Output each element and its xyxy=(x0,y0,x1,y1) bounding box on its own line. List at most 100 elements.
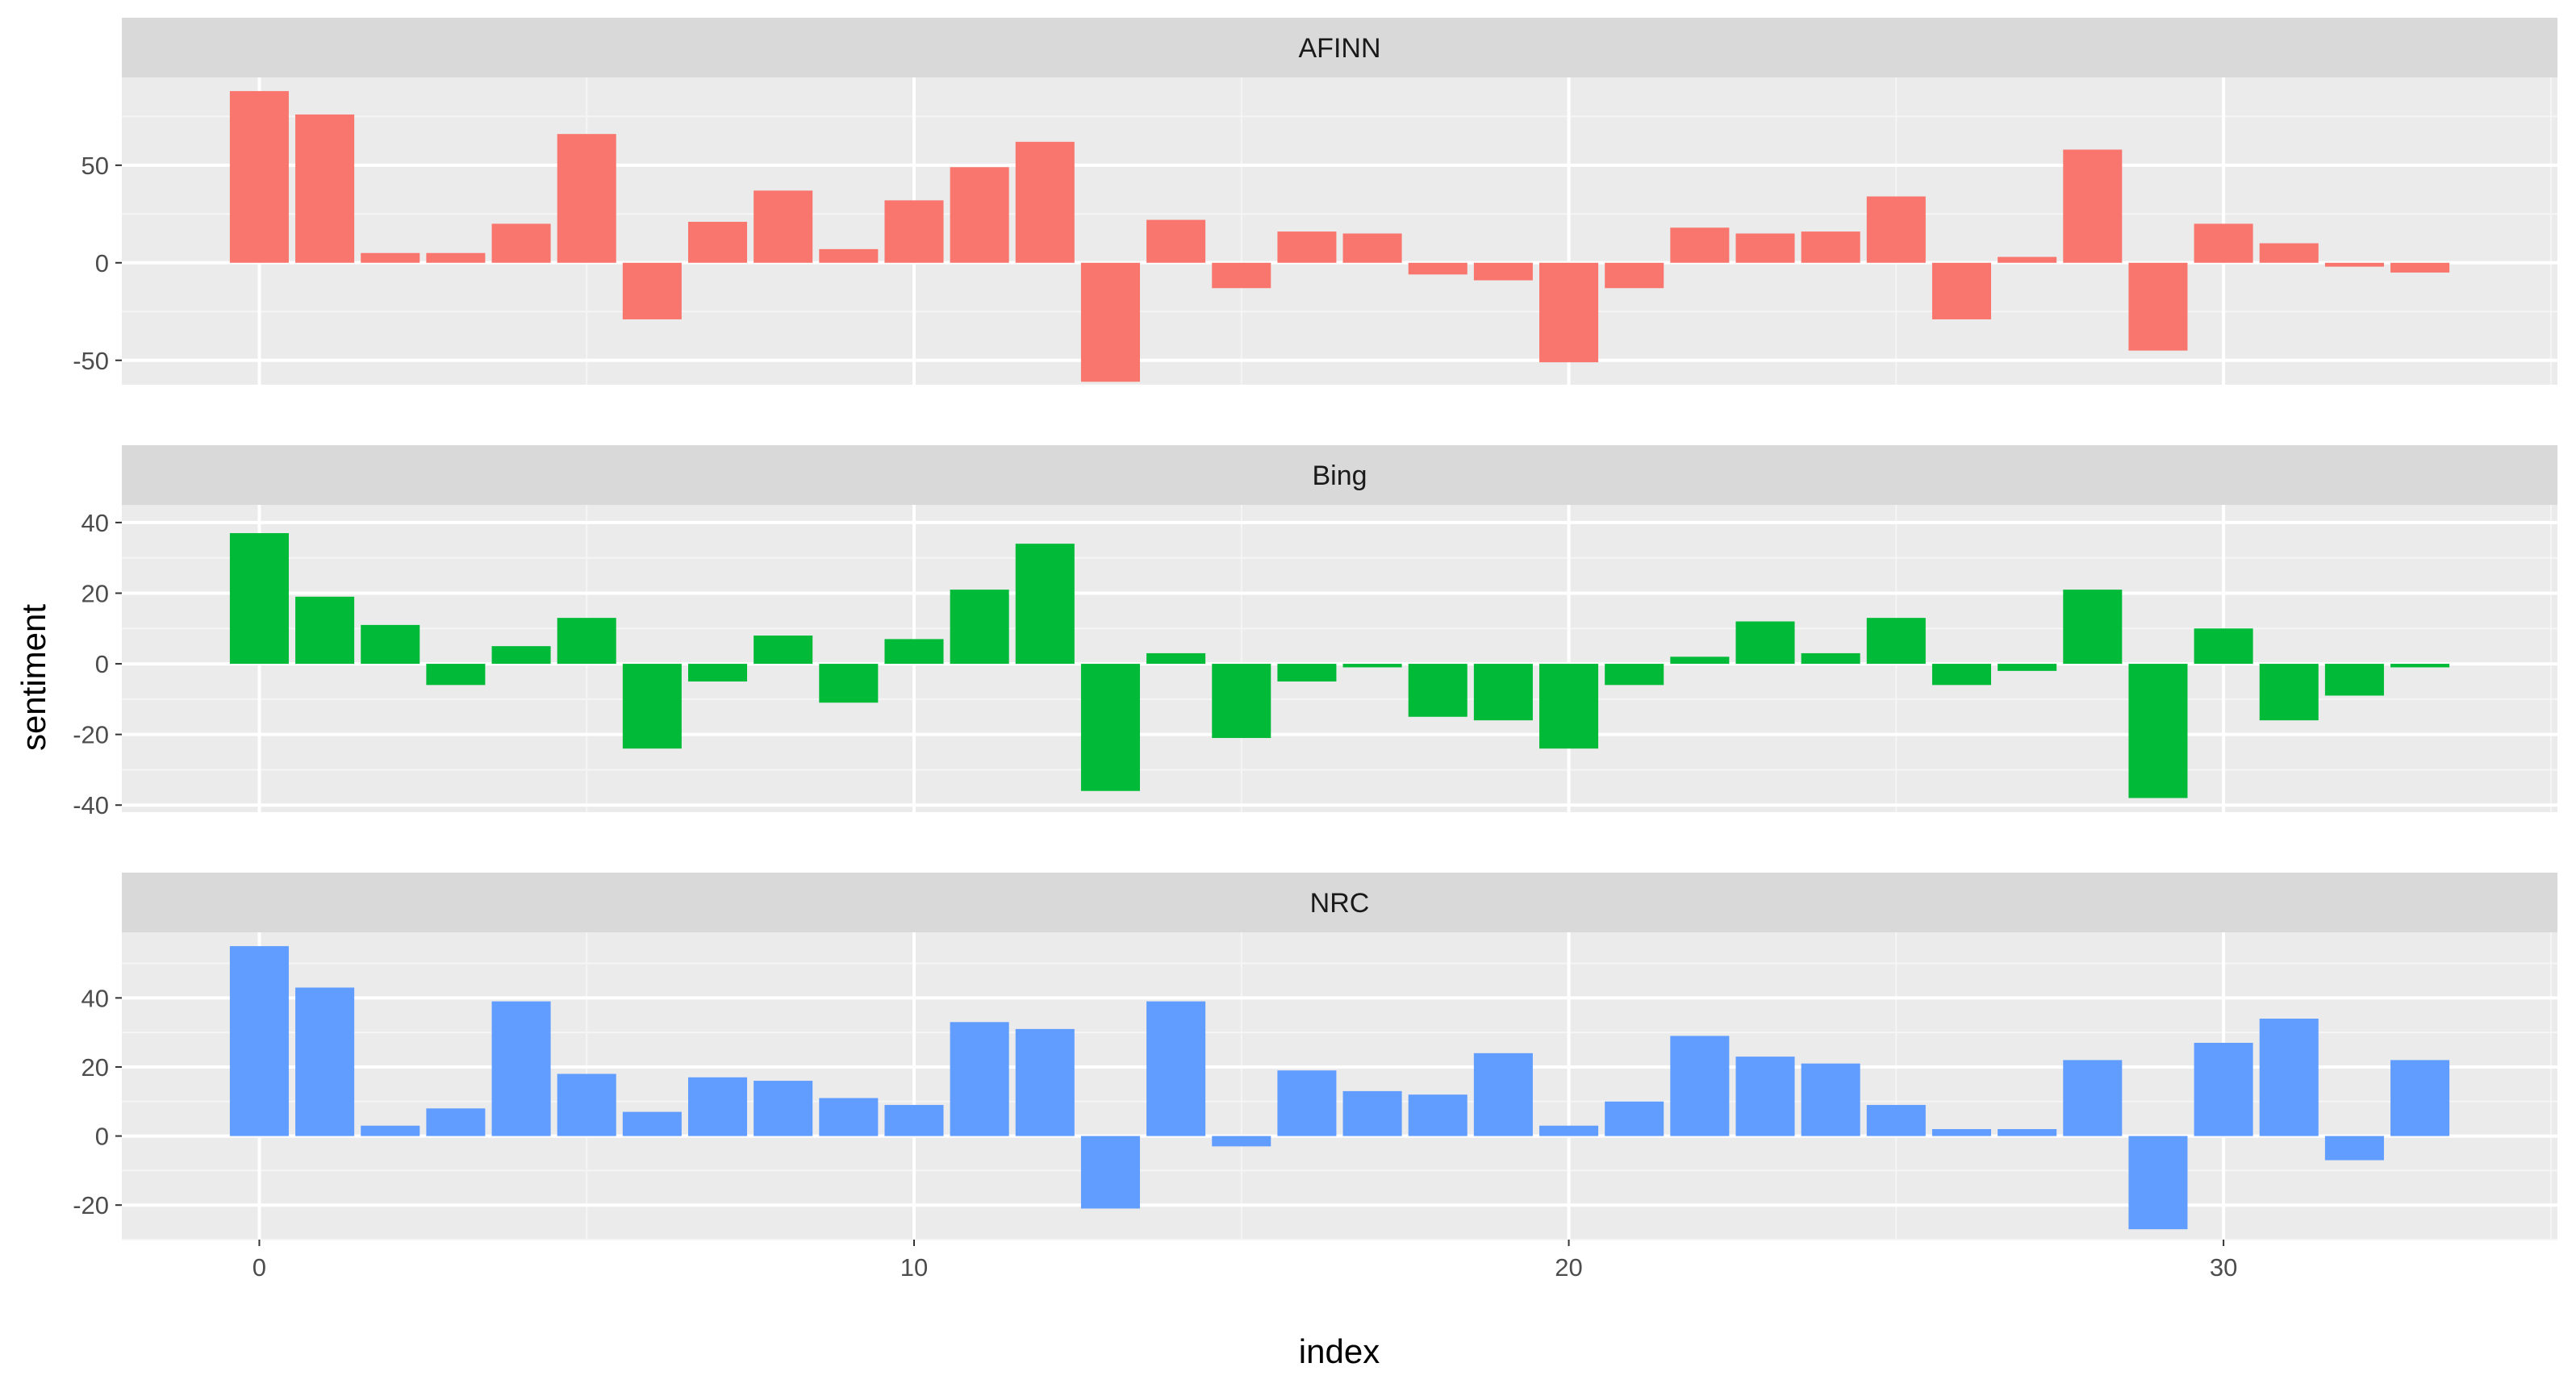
y-axis-title: sentiment xyxy=(15,604,52,751)
bar-bing xyxy=(2390,664,2450,668)
bar-bing xyxy=(1670,656,1730,665)
bar-nrc xyxy=(2128,1136,2188,1230)
y-tick-label: -20 xyxy=(73,1191,109,1219)
bar-afinn xyxy=(491,223,551,263)
bar-nrc xyxy=(1277,1070,1337,1136)
bar-bing xyxy=(1866,618,1926,665)
bar-afinn xyxy=(426,252,486,263)
bar-nrc xyxy=(229,946,289,1136)
bar-bing xyxy=(2324,664,2384,696)
bar-bing xyxy=(295,596,355,665)
facet-strip-afinn xyxy=(122,18,2557,77)
bar-nrc xyxy=(426,1108,486,1136)
bar-afinn xyxy=(295,114,355,263)
bar-afinn xyxy=(1605,262,1664,289)
bar-nrc xyxy=(2390,1060,2450,1136)
bar-nrc xyxy=(687,1077,748,1136)
x-tick-label: 10 xyxy=(900,1253,928,1282)
bar-bing xyxy=(426,664,486,686)
bar-nrc xyxy=(1605,1101,1664,1136)
bar-nrc xyxy=(2194,1042,2253,1136)
bar-afinn xyxy=(1801,231,1860,263)
y-tick-label: -50 xyxy=(73,347,109,375)
bar-afinn xyxy=(1015,141,1075,263)
bar-nrc xyxy=(884,1105,944,1136)
x-tick-label: 30 xyxy=(2210,1253,2237,1282)
bar-bing xyxy=(884,639,944,665)
bar-nrc xyxy=(1408,1094,1468,1136)
bar-bing xyxy=(1212,664,1271,739)
bar-afinn xyxy=(1735,233,1795,263)
bar-bing xyxy=(1080,664,1140,791)
bar-bing xyxy=(819,664,879,703)
bar-afinn xyxy=(1539,262,1599,363)
bar-afinn xyxy=(1931,262,1992,319)
bar-bing xyxy=(2063,590,2123,665)
bar-afinn xyxy=(1342,233,1402,263)
bar-bing xyxy=(622,664,682,749)
bar-nrc xyxy=(819,1098,879,1136)
bar-bing xyxy=(1735,621,1795,665)
bar-nrc xyxy=(295,987,355,1136)
bar-afinn xyxy=(1866,196,1926,263)
bar-afinn xyxy=(819,248,879,263)
facet-strip-label-bing: Bing xyxy=(1312,461,1367,491)
y-tick-label: 20 xyxy=(81,579,109,607)
bar-afinn xyxy=(1408,262,1468,275)
bar-afinn xyxy=(361,252,420,263)
bar-bing xyxy=(2259,664,2319,721)
x-tick-label: 0 xyxy=(253,1253,266,1282)
bar-afinn xyxy=(229,90,289,263)
bar-afinn xyxy=(950,167,1009,263)
bar-bing xyxy=(1473,664,1533,721)
bar-nrc xyxy=(491,1001,551,1136)
bar-nrc xyxy=(361,1125,420,1136)
bar-bing xyxy=(1998,664,2057,671)
bar-bing xyxy=(1931,664,1992,686)
bar-afinn xyxy=(1277,231,1337,263)
bar-afinn xyxy=(1146,219,1206,263)
bar-bing xyxy=(1605,664,1664,686)
bar-bing xyxy=(754,636,813,665)
bar-afinn xyxy=(2128,262,2188,351)
bar-bing xyxy=(557,618,616,665)
panel-background-bing xyxy=(122,505,2557,812)
bar-nrc xyxy=(1931,1129,1992,1136)
y-tick-label: 40 xyxy=(81,984,109,1012)
bar-nrc xyxy=(1735,1057,1795,1136)
bar-nrc xyxy=(1212,1136,1271,1147)
facet-strip-label-afinn: AFINN xyxy=(1299,33,1381,64)
bar-bing xyxy=(491,646,551,665)
y-tick-label: 0 xyxy=(95,650,109,678)
bar-bing xyxy=(1539,664,1599,749)
panel-background-afinn xyxy=(122,77,2557,385)
bar-afinn xyxy=(884,200,944,263)
y-tick-label: -20 xyxy=(73,721,109,749)
bar-nrc xyxy=(1473,1052,1533,1136)
bar-bing xyxy=(1277,664,1337,681)
bar-bing xyxy=(1408,664,1468,717)
bar-nrc xyxy=(1015,1028,1075,1136)
bar-afinn xyxy=(2390,262,2450,273)
bar-afinn xyxy=(1212,262,1271,289)
panel-background-nrc xyxy=(122,932,2557,1240)
facet-strip-nrc xyxy=(122,873,2557,932)
bar-nrc xyxy=(1539,1125,1599,1136)
facet-strip-bing xyxy=(122,445,2557,505)
bar-bing xyxy=(229,533,289,665)
bar-afinn xyxy=(557,134,616,263)
bar-nrc xyxy=(1670,1036,1730,1136)
y-tick-label: 20 xyxy=(81,1053,109,1082)
bar-nrc xyxy=(557,1073,616,1136)
bar-nrc xyxy=(2259,1019,2319,1136)
bar-afinn xyxy=(754,190,813,263)
y-tick-label: -40 xyxy=(73,791,109,819)
bar-bing xyxy=(2128,664,2188,798)
bar-bing xyxy=(1146,652,1206,665)
bar-bing xyxy=(1015,544,1075,665)
bar-nrc xyxy=(1801,1063,1860,1136)
bar-bing xyxy=(1801,652,1860,665)
bar-afinn xyxy=(2324,262,2384,267)
bar-bing xyxy=(2194,628,2253,665)
